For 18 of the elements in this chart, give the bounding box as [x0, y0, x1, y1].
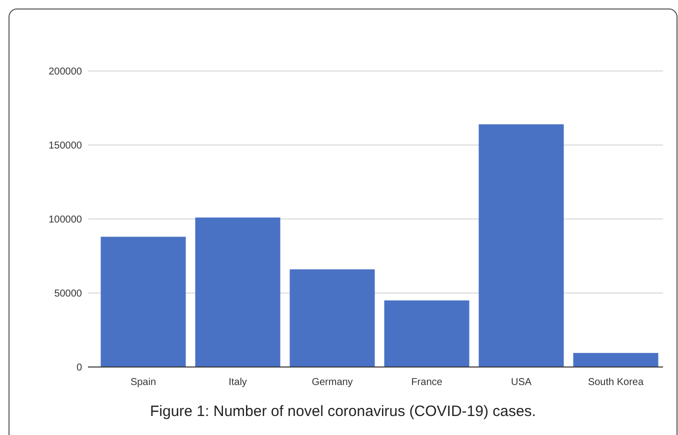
- x-tick-label: USA: [510, 377, 532, 388]
- y-tick-label: 100000: [48, 214, 82, 226]
- y-tick-label: 200000: [48, 66, 82, 78]
- x-tick-label: France: [411, 377, 443, 388]
- x-tick-label: South Korea: [588, 377, 644, 388]
- bar: [100, 236, 186, 367]
- y-tick-label: 50000: [54, 288, 82, 300]
- bar: [290, 269, 375, 367]
- bar: [573, 352, 658, 367]
- x-tick-label: Germany: [312, 377, 353, 388]
- text: Figure 1: Number of novel coronavirus (COVID-19) cases.: [150, 403, 536, 420]
- bar: [195, 218, 280, 367]
- y-tick-label: 0: [76, 362, 82, 374]
- y-tick-label: 150000: [48, 140, 82, 152]
- x-tick-label: Spain: [130, 377, 156, 388]
- bar: [478, 124, 564, 367]
- x-tick-label: Italy: [228, 377, 247, 388]
- bar: [384, 300, 470, 367]
